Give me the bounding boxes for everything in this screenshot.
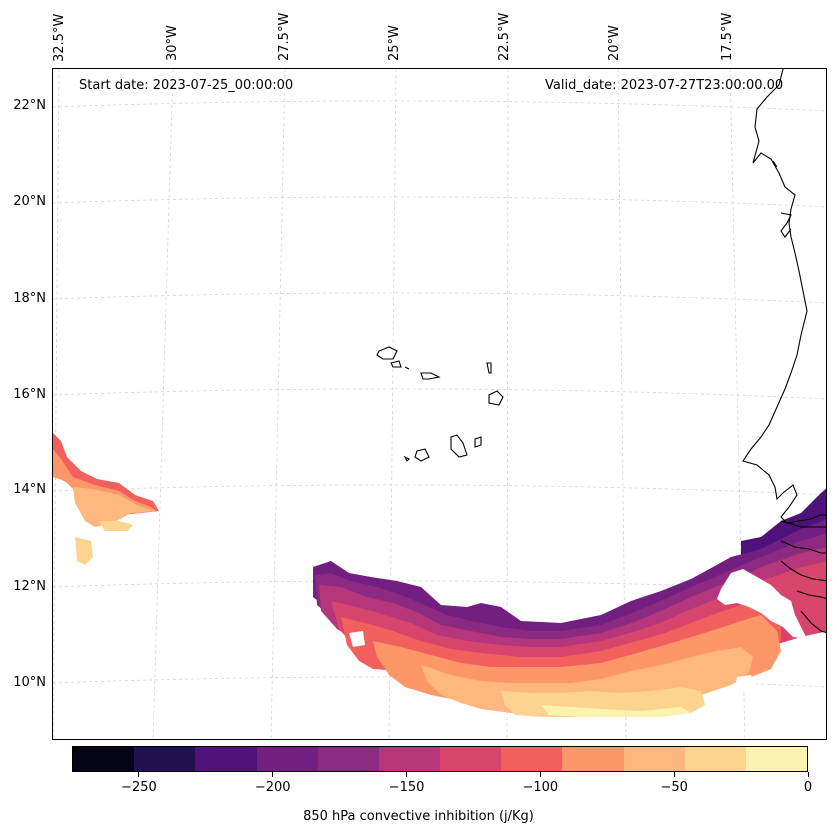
cape-verde-islands <box>376 346 504 462</box>
colorbar-segment-5 <box>378 747 441 771</box>
start-date-label: Start date: 2023-07-25_00:00:00 <box>79 78 294 93</box>
cin-west-c50 <box>73 487 153 527</box>
map-canvas <box>53 69 826 739</box>
colorbar-segment-2 <box>195 747 257 771</box>
island-santiago <box>450 434 468 458</box>
colorbar-segment-7 <box>501 747 563 771</box>
island-santo-antao <box>376 346 398 360</box>
island-maio <box>474 436 482 448</box>
colorbar-tick-3 <box>539 772 541 777</box>
island-sal <box>486 362 492 374</box>
lat-label-14n: 14°N <box>13 482 46 497</box>
field-gap-1 <box>717 569 807 639</box>
colorbar-tick-label-1: −200 <box>254 780 291 795</box>
colorbar-segment-9 <box>623 747 685 771</box>
map-frame <box>52 68 827 740</box>
colorbar <box>72 746 808 772</box>
island-boa-vista <box>488 390 504 406</box>
island-sao-nicolau <box>420 372 441 380</box>
parallel-20n <box>53 196 826 208</box>
lat-label-22n: 22°N <box>13 98 46 113</box>
lon-label-27-5w: 27.5°W <box>277 12 292 61</box>
lon-label-17-5w: 17.5°W <box>720 12 735 61</box>
lon-label-32-5w: 32.5°W <box>52 13 67 62</box>
cin-west-c25b <box>99 521 133 531</box>
parallel-16n <box>53 388 826 400</box>
colorbar-segment-11 <box>745 747 808 771</box>
coastline-guinea <box>780 540 826 554</box>
colorbar-tick-label-5: 0 <box>803 780 813 795</box>
parallel-12n <box>53 580 826 592</box>
coastline-bissau <box>796 590 826 600</box>
cin-west-c25 <box>75 537 93 565</box>
cin-field-south <box>313 488 826 717</box>
colorbar-tick-label-2: −150 <box>388 780 425 795</box>
lat-label-10n: 10°N <box>13 675 46 690</box>
colorbar-tick-4 <box>673 772 675 777</box>
lon-label-25w: 25°W <box>387 25 402 61</box>
lat-label-12n: 12°N <box>13 579 46 594</box>
colorbar-tick-label-0: −250 <box>121 780 157 795</box>
coastline-arguin <box>780 212 792 238</box>
parallel-10n <box>53 676 826 688</box>
meridian-30w <box>152 69 174 739</box>
colorbar-segment-0 <box>73 747 135 771</box>
colorbar-segment-10 <box>684 747 746 771</box>
parallel-18n <box>53 292 826 304</box>
parallel-22n <box>53 100 826 112</box>
colorbar-tick-5 <box>807 772 809 777</box>
coastline-gambia-senegal <box>780 520 826 528</box>
field-gap-3 <box>735 675 757 693</box>
coastline-guinea-2 <box>780 560 826 582</box>
island-sao-vicente <box>390 360 402 368</box>
lon-label-20w: 20°W <box>607 25 622 61</box>
lat-label-20n: 20°N <box>13 194 46 209</box>
cin-field-west <box>53 433 159 565</box>
colorbar-tick-0 <box>138 772 140 777</box>
colorbar-segment-6 <box>440 747 502 771</box>
colorbar-tick-2 <box>406 772 408 777</box>
colorbar-segment-1 <box>134 747 196 771</box>
colorbar-tick-1 <box>272 772 274 777</box>
lon-label-22-5w: 22.5°W <box>497 12 512 61</box>
colorbar-label: 850 hPa convective inhibition (j/Kg) <box>303 809 534 824</box>
meridian-32-5w <box>53 69 60 739</box>
lon-label-30w: 30°W <box>165 25 180 61</box>
coastline <box>742 69 826 634</box>
coastline-dakar <box>772 160 778 168</box>
island-brava <box>403 455 410 462</box>
cin-south-c0 <box>541 705 691 717</box>
colorbar-tick-label-3: −100 <box>522 780 559 795</box>
parallel-14n <box>53 484 826 496</box>
coastline-africa <box>742 69 826 524</box>
colorbar-segment-8 <box>562 747 624 771</box>
colorbar-segment-4 <box>317 747 379 771</box>
island-santa-luzia <box>404 366 410 370</box>
coastline-sierra <box>800 610 826 634</box>
valid-date-label: Valid_date: 2023-07-27T23:00:00.00 <box>545 78 784 93</box>
colorbar-tick-label-4: −50 <box>660 780 688 795</box>
meridian-27-5w <box>270 69 286 739</box>
colorbar-segment-3 <box>256 747 318 771</box>
island-fogo <box>414 448 430 462</box>
field-gap-2 <box>349 631 365 647</box>
lat-label-18n: 18°N <box>13 291 46 306</box>
lat-label-16n: 16°N <box>13 387 46 402</box>
